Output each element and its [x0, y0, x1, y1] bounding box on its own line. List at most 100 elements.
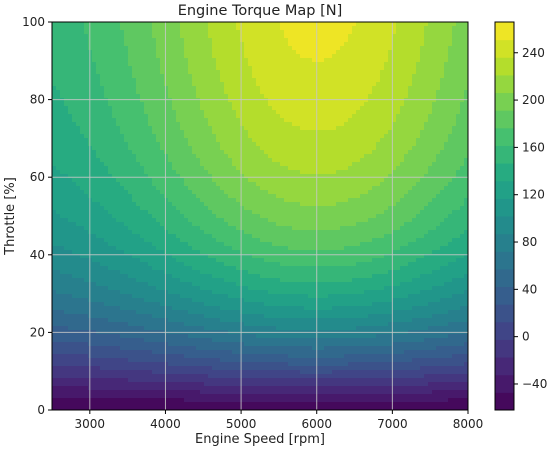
contour-cell — [432, 74, 437, 79]
contour-cell — [204, 126, 209, 131]
contour-cell — [300, 90, 305, 95]
contour-cell — [356, 190, 361, 195]
contour-cell — [404, 90, 409, 95]
contour-cell — [180, 34, 185, 39]
contour-cell — [92, 194, 97, 199]
contour-cell — [104, 130, 109, 135]
contour-cell — [412, 46, 417, 51]
contour-cell — [168, 170, 173, 175]
contour-cell — [328, 50, 333, 55]
contour-cell — [384, 22, 389, 27]
contour-cell — [380, 38, 385, 43]
contour-cell — [108, 74, 113, 79]
contour-cell — [172, 114, 177, 119]
contour-cell — [240, 142, 245, 147]
contour-cell — [208, 142, 213, 147]
contour-cell — [152, 98, 157, 103]
contour-cell — [412, 158, 417, 163]
contour-cell — [168, 178, 173, 183]
contour-cell — [56, 130, 61, 135]
contour-cell — [260, 170, 265, 175]
contour-cell — [248, 110, 253, 115]
contour-cell — [392, 158, 397, 163]
contour-cell — [376, 62, 381, 67]
contour-cell — [276, 58, 281, 63]
contour-cell — [352, 46, 357, 51]
contour-cell — [248, 134, 253, 139]
contour-cell — [200, 34, 205, 39]
contour-cell — [120, 198, 125, 203]
contour-cell — [296, 170, 301, 175]
contour-cell — [68, 118, 73, 123]
contour-cell — [424, 54, 429, 59]
contour-cell — [132, 178, 137, 183]
contour-cell — [404, 158, 409, 163]
contour-cell — [84, 86, 89, 91]
contour-cell — [208, 182, 213, 187]
contour-cell — [184, 210, 189, 215]
contour-cell — [96, 54, 101, 59]
contour-cell — [448, 74, 453, 79]
contour-cell — [112, 170, 117, 175]
contour-cell — [52, 62, 57, 67]
contour-cell — [112, 42, 117, 47]
contour-cell — [440, 90, 445, 95]
contour-cell — [56, 38, 61, 43]
contour-cell — [436, 106, 441, 111]
contour-cell — [128, 70, 133, 75]
contour-cell — [196, 34, 201, 39]
contour-cell — [340, 26, 345, 31]
contour-cell — [376, 66, 381, 71]
contour-cell — [388, 30, 393, 35]
contour-cell — [96, 134, 101, 139]
contour-cell — [424, 46, 429, 51]
contour-cell — [284, 58, 289, 63]
contour-cell — [92, 142, 97, 147]
contour-cell — [320, 70, 325, 75]
contour-cell — [232, 106, 237, 111]
contour-cell — [116, 86, 121, 91]
contour-cell — [348, 82, 353, 87]
contour-cell — [396, 86, 401, 91]
contour-cell — [280, 118, 285, 123]
contour-cell — [100, 66, 105, 71]
contour-cell — [420, 150, 425, 155]
contour-cell — [112, 150, 117, 155]
contour-cell — [400, 106, 405, 111]
contour-cell — [432, 146, 437, 151]
contour-cell — [304, 194, 309, 199]
contour-cell — [152, 46, 157, 51]
contour-cell — [156, 102, 161, 107]
contour-cell — [456, 46, 461, 51]
contour-cell — [116, 174, 121, 179]
contour-cell — [392, 174, 397, 179]
contour-cell — [308, 146, 313, 151]
contour-cell — [444, 42, 449, 47]
contour-cell — [428, 42, 433, 47]
contour-cell — [84, 198, 89, 203]
contour-cell — [436, 42, 441, 47]
contour-cell — [344, 110, 349, 115]
contour-cell — [212, 46, 217, 51]
contour-cell — [192, 26, 197, 31]
contour-cell — [152, 138, 157, 143]
contour-cell — [132, 102, 137, 107]
contour-cell — [96, 118, 101, 123]
contour-cell — [388, 190, 393, 195]
contour-cell — [288, 170, 293, 175]
contour-cell — [80, 74, 85, 79]
contour-cell — [180, 202, 185, 207]
contour-cell — [292, 118, 297, 123]
contour-cell — [348, 58, 353, 63]
contour-cell — [96, 158, 101, 163]
contour-cell — [52, 22, 57, 27]
contour-cell — [276, 82, 281, 87]
contour-cell — [124, 206, 129, 211]
contour-cell — [320, 162, 325, 167]
contour-cell — [352, 98, 357, 103]
contour-cell — [288, 130, 293, 135]
contour-cell — [456, 114, 461, 119]
contour-cell — [280, 154, 285, 159]
contour-cell — [96, 86, 101, 91]
contour-cell — [116, 46, 121, 51]
